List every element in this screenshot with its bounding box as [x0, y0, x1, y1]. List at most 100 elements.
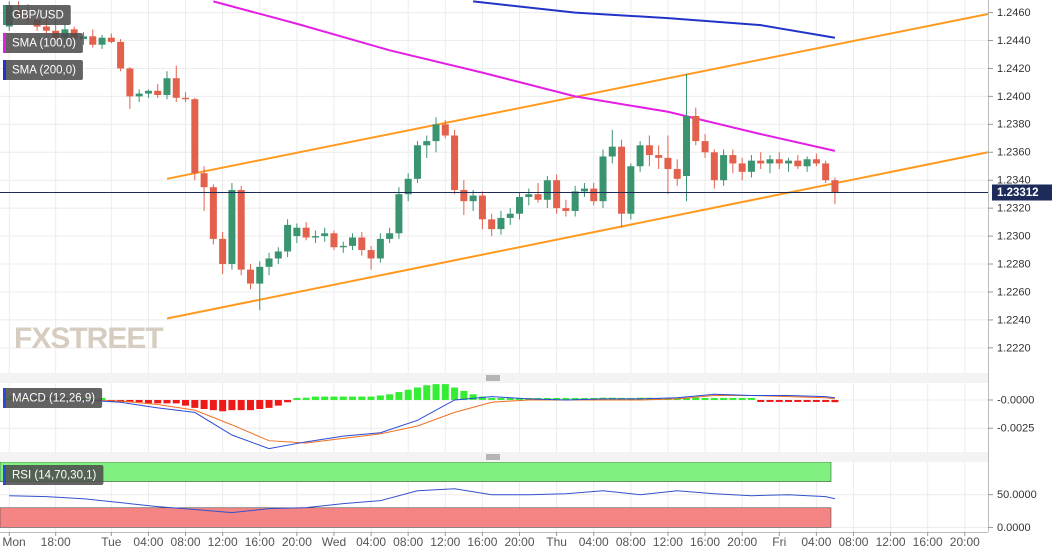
candle-body	[553, 180, 561, 209]
x-tick-label: 20:00	[504, 535, 534, 549]
candle-body	[395, 194, 403, 234]
candle-body	[182, 97, 190, 100]
histogram-bar	[803, 399, 811, 402]
histogram-bar	[321, 396, 329, 400]
resize-grip[interactable]	[486, 375, 500, 381]
watermark: FXSTREET	[14, 322, 163, 355]
legend-label: SMA (100,0)	[12, 38, 76, 50]
candle-body	[219, 238, 227, 265]
candle-body	[580, 188, 588, 192]
x-tick-label: Wed	[322, 535, 346, 549]
histogram-bar	[302, 397, 310, 400]
histogram-bar	[794, 399, 802, 402]
histogram-bar	[553, 397, 561, 400]
moving-average	[213, 0, 836, 152]
histogram-bar	[766, 399, 774, 402]
histogram-bar	[497, 397, 505, 400]
candle-body	[79, 36, 87, 40]
histogram-bar	[265, 399, 273, 408]
histogram-bar	[692, 397, 700, 400]
candle-body	[246, 269, 254, 284]
candle-body	[775, 159, 783, 164]
histogram-bar	[432, 384, 440, 400]
candle-body	[692, 115, 700, 142]
candle-body	[423, 141, 431, 146]
histogram-bar	[506, 397, 514, 400]
y-tick-label: 1.2460	[997, 7, 1031, 19]
candle-body	[135, 93, 143, 97]
candle-body	[720, 155, 728, 181]
histogram-bar	[812, 399, 820, 402]
legend-swatch	[3, 5, 6, 25]
candle-body	[803, 159, 811, 167]
y-tick-label: 1.2280	[997, 258, 1031, 270]
x-tick-label: 08:00	[616, 535, 646, 549]
histogram-bar	[293, 397, 301, 400]
histogram-bar	[488, 397, 496, 400]
x-tick-label: Tue	[101, 535, 122, 549]
candle-body	[321, 233, 329, 237]
candle-body	[191, 99, 199, 174]
histogram-bar	[246, 399, 254, 411]
resize-grip[interactable]	[486, 454, 500, 460]
histogram-bar	[404, 389, 412, 400]
legend-box	[3, 60, 83, 80]
histogram-bar	[237, 399, 245, 411]
candle-body	[766, 159, 774, 164]
y-tick-label: 1.2320	[997, 203, 1031, 215]
legend-label: RSI (14,70,30,1)	[12, 470, 97, 482]
y-tick-label: 1.2440	[997, 35, 1031, 47]
histogram-bar	[172, 399, 180, 404]
candle-body	[488, 219, 496, 230]
legend-item: RSI (14,70,30,1)	[3, 465, 104, 485]
candle-body	[413, 145, 421, 179]
candle-body	[627, 166, 635, 214]
y-tick-label: 0.0000	[997, 522, 1031, 534]
histogram-bar	[386, 394, 394, 400]
histogram-bar	[413, 387, 421, 400]
histogram-bar	[571, 397, 579, 400]
x-tick-label: 16:00	[690, 535, 720, 549]
price-panel: FXSTREET	[0, 0, 988, 373]
candle-body	[274, 251, 282, 259]
y-tick-label: 1.2220	[997, 342, 1031, 354]
y-tick-label: 1.2300	[997, 230, 1031, 242]
x-tick-label: 04:00	[133, 535, 163, 549]
legend-box	[3, 388, 103, 408]
y-tick-label: 1.2400	[997, 91, 1031, 103]
histogram-bar	[478, 396, 486, 400]
x-tick-label: 18:00	[41, 535, 71, 549]
histogram-bar	[682, 397, 690, 400]
legend-swatch	[3, 465, 6, 485]
candle-body	[506, 213, 514, 218]
x-tick-label: 12:00	[430, 535, 460, 549]
candle-body	[497, 217, 505, 230]
candle-body	[516, 196, 524, 214]
histogram-bar	[701, 397, 709, 400]
histogram-bar	[441, 384, 449, 400]
histogram-bar	[451, 387, 459, 400]
candle-body	[451, 135, 459, 190]
candle-body	[701, 141, 709, 153]
legend-label: SMA (200,0)	[12, 65, 76, 77]
histogram-bar	[200, 399, 208, 410]
rsi-panel	[0, 462, 988, 532]
histogram-bar	[831, 399, 839, 403]
x-tick-label: 16:00	[467, 535, 497, 549]
histogram-bar	[126, 399, 134, 403]
y-tick-label: 1.2340	[997, 175, 1031, 187]
candle-body	[682, 115, 690, 177]
histogram-bar	[785, 399, 793, 402]
rsi-band	[0, 462, 832, 482]
x-tick-label: 08:00	[838, 535, 868, 549]
x-tick-label: 16:00	[245, 535, 275, 549]
y-tick-label: 1.2260	[997, 286, 1031, 298]
candle-body	[608, 146, 616, 157]
axes: 1.2220 1.2240 1.2260 1.2280 1.2300 1.2320 1.23…	[0, 0, 1037, 549]
legend-item: MACD (12,26,9)	[3, 388, 103, 408]
legend-box	[3, 465, 104, 485]
candle-body	[144, 90, 152, 94]
candle-body	[163, 78, 171, 95]
y-tick-label: -0.0000	[997, 394, 1034, 406]
candle-body	[636, 145, 644, 167]
